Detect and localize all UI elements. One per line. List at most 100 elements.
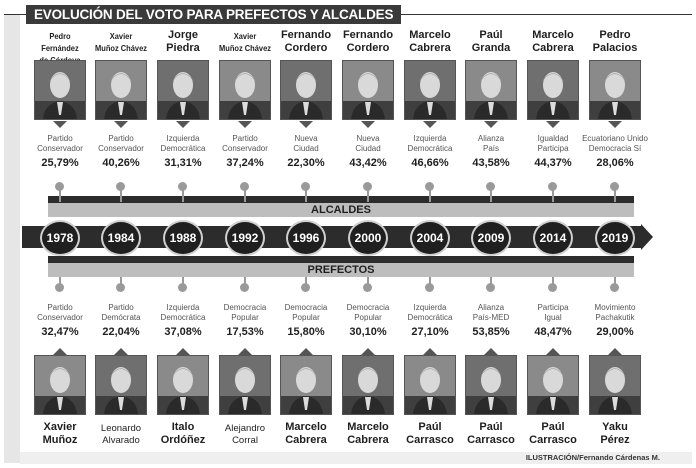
alcalde-photo xyxy=(34,60,86,120)
alcalde-photo xyxy=(589,60,641,120)
prefecto-photo-pointer xyxy=(176,348,190,355)
alcalde-photo-pointer xyxy=(114,121,128,128)
prefecto-name-line-1: Paúl xyxy=(418,421,442,433)
prefecto-photo xyxy=(527,355,579,415)
prefecto-name-line-1: Alejandro xyxy=(224,423,266,434)
prefecto-party: Izquierda Democrática xyxy=(391,303,469,323)
alcalde-connector-dot xyxy=(486,182,495,191)
prefecto-party-line-1: Democracia xyxy=(346,303,390,312)
alcalde-name: Pedro Palacios xyxy=(582,29,648,55)
prefecto-percentage: 32,47% xyxy=(41,326,79,338)
alcalde-percentage: 44,37% xyxy=(534,157,572,169)
prefecto-name-line-2: Muñoz xyxy=(42,434,78,446)
prefecto-party: Democracia Popular xyxy=(206,303,284,323)
alcalde-name: Fernando Cordero xyxy=(335,29,401,55)
alcalde-connector xyxy=(182,188,184,202)
prefecto-name: Paúl Carrasco xyxy=(520,421,586,447)
alcalde-name: Xavier Muñoz Chávez xyxy=(216,30,274,54)
alcalde-photo xyxy=(280,60,332,120)
prefecto-percentage: 29,00% xyxy=(596,326,634,338)
column-1988: Jorge Piedra Izquierda Democrática 31,31% 198… xyxy=(150,0,216,468)
prefecto-party-line-2: Democrática xyxy=(407,313,453,322)
prefectos-band-label: PREFECTOS xyxy=(48,263,634,277)
prefecto-photo-pointer xyxy=(546,348,560,355)
alcalde-photo-pointer xyxy=(238,121,252,128)
prefecto-party: Movimiento Pachakutik xyxy=(576,303,654,323)
alcalde-photo-pointer xyxy=(608,121,622,128)
prefecto-name-line-2: Pérez xyxy=(600,434,630,446)
prefecto-percentage: 27,10% xyxy=(411,326,449,338)
prefecto-party: Democracia Popular xyxy=(267,303,345,323)
alcalde-name: Jorge Piedra xyxy=(150,29,216,55)
alcalde-name-line-2: Cordero xyxy=(284,42,328,54)
prefecto-party-line-1: Movimiento xyxy=(594,303,636,312)
alcalde-party-line-1: Partido xyxy=(232,134,258,143)
bottom-strip xyxy=(20,452,692,464)
alcalde-party: Ecuatoriano Unido Democracia Sí xyxy=(576,134,654,154)
prefecto-photo-pointer xyxy=(238,348,252,355)
alcalde-percentage: 46,66% xyxy=(411,157,449,169)
alcalde-percentage: 43,42% xyxy=(349,157,387,169)
alcalde-connector xyxy=(490,188,492,202)
alcalde-party-line-2: Ciudad xyxy=(293,144,319,153)
prefecto-party: Izquierda Democrática xyxy=(144,303,222,323)
alcalde-party-line-1: Partido xyxy=(47,134,73,143)
alcalde-party-line-1: Alianza xyxy=(477,134,505,143)
prefecto-name-line-1: Leonardo xyxy=(100,423,142,434)
alcalde-percentage: 37,24% xyxy=(226,157,264,169)
prefecto-percentage: 22,04% xyxy=(102,326,140,338)
alcalde-photo-pointer xyxy=(484,121,498,128)
alcalde-photo xyxy=(404,60,456,120)
alcalde-connector-dot xyxy=(363,182,372,191)
alcalde-party: Izquierda Democrática xyxy=(391,134,469,154)
prefecto-name-line-2: Cabrera xyxy=(285,434,327,446)
alcalde-percentage: 25,79% xyxy=(41,157,79,169)
alcalde-party-line-1: Partido xyxy=(108,134,134,143)
alcaldes-band-label: ALCALDES xyxy=(48,203,634,217)
alcalde-photo-pointer xyxy=(53,121,67,128)
prefecto-party-line-1: Izquierda xyxy=(413,303,447,312)
prefecto-party-line-2: País-MED xyxy=(472,313,510,322)
alcalde-name-line-1: Pedro xyxy=(599,29,631,41)
prefecto-name: Leonardo Alvarado xyxy=(88,423,154,447)
alcalde-connector xyxy=(244,188,246,202)
prefecto-party-line-2: Conservador xyxy=(37,313,83,322)
prefecto-name-line-2: Carrasco xyxy=(467,434,515,446)
alcalde-name-line-1: Fernando xyxy=(342,29,394,41)
column-1984: Xavier Muñoz Chávez Partido Conservador 40,2… xyxy=(88,0,154,468)
prefecto-name-line-1: Marcelo xyxy=(347,421,389,433)
alcalde-photo-pointer xyxy=(423,121,437,128)
alcalde-name-line-2: Granda xyxy=(471,42,511,54)
year-badge-1978: 1978 xyxy=(40,220,80,256)
prefecto-name-line-1: Xavier xyxy=(43,421,77,433)
alcalde-party-line-2: Democrática xyxy=(407,144,453,153)
prefecto-connector-dot xyxy=(486,283,495,292)
prefecto-name: Alejandro Corral xyxy=(212,423,278,447)
prefecto-connector-dot xyxy=(55,283,64,292)
alcalde-photo-pointer xyxy=(546,121,560,128)
prefecto-photo-pointer xyxy=(53,348,67,355)
column-2014: Marcelo Cabrera Igualdad Participa 44,37% 201… xyxy=(520,0,586,468)
alcalde-party: Nueva Ciudad xyxy=(267,134,345,154)
column-1996: Fernando Cordero Nueva Ciudad 22,30% 1996 Demo… xyxy=(273,0,339,468)
prefecto-percentage: 17,53% xyxy=(226,326,264,338)
alcalde-name-line-2: Palacios xyxy=(592,42,638,54)
prefecto-photo-pointer xyxy=(423,348,437,355)
prefecto-photo xyxy=(589,355,641,415)
alcalde-name-line-2: Piedra xyxy=(166,42,200,54)
column-2019: Pedro Palacios Ecuatoriano Unido Democracia… xyxy=(582,0,648,468)
alcalde-party-line-2: País xyxy=(482,144,499,153)
alcalde-name-line-2: Muñoz Chávez xyxy=(95,43,147,53)
prefecto-photo-pointer xyxy=(484,348,498,355)
column-2004: Marcelo Cabrera Izquierda Democrática 46,66%… xyxy=(397,0,463,468)
alcalde-party: Partido Conservador xyxy=(82,134,160,154)
alcalde-party: Igualdad Participa xyxy=(514,134,592,154)
prefecto-percentage: 15,80% xyxy=(287,326,325,338)
alcalde-party-line-2: Conservador xyxy=(222,144,268,153)
prefecto-name-line-2: Corral xyxy=(232,435,258,446)
year-badge-2014: 2014 xyxy=(533,220,573,256)
alcalde-connector-dot xyxy=(548,182,557,191)
prefecto-party-line-2: Demócrata xyxy=(101,313,141,322)
alcalde-name: Marcelo Cabrera xyxy=(520,29,586,55)
alcalde-name-line-1: Xavier xyxy=(109,31,133,41)
